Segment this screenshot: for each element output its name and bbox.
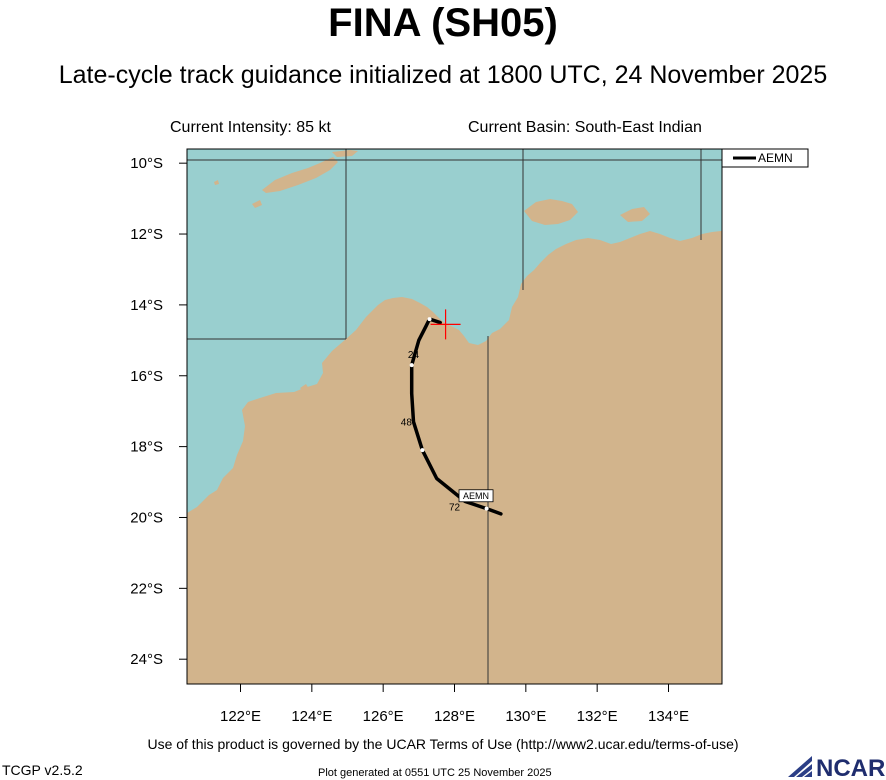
lon-tick-label: 126°E [363,708,404,725]
current-basin: Current Basin: South-East Indian [468,119,702,136]
tiwi-islands [524,199,578,225]
track-marker [420,448,425,453]
lat-tick-label: 20°S [130,509,163,526]
lon-tick-label: 128°E [434,708,475,725]
axis-ticks: 122°E 124°E 126°E 128°E 130°E 132°E 134°E 10°S 1… [130,155,689,725]
lat-tick-label: 22°S [130,580,163,597]
lat-tick-label: 14°S [130,297,163,314]
terms-of-use: Use of this product is governed by the U… [147,736,739,752]
lat-tick-label: 10°S [130,155,163,172]
rote-island [252,200,262,208]
timor-island [262,157,338,193]
track-end-label-box [458,489,494,503]
page-subtitle: Late-cycle track guidance initialized at… [58,61,828,89]
track-end-label: AEMN [463,491,489,501]
lat-tick-label: 18°S [130,439,163,456]
track-map: 122°E 124°E 126°E 128°E 130°E 132°E 134°E 10°S 1… [130,148,809,725]
lat-tick-label: 24°S [130,651,163,668]
lat-tick-label: 16°S [130,368,163,385]
lon-tick-label: 130°E [505,708,546,725]
legend: AEMN [721,148,809,168]
kimberley-islands [286,384,309,404]
track-marker [409,363,414,368]
tau-label: 72 [449,502,461,513]
tau-label: 24 [408,350,420,361]
page-title: FINA (SH05) [328,1,558,45]
track-marker [427,317,432,322]
generated-time: Plot generated at 0551 UTC 25 November 2… [318,767,552,779]
lon-tick-label: 134°E [648,708,689,725]
australia-landmass [187,230,722,684]
track-line-aemn [409,317,503,516]
ncar-logo-text: NCAR [816,755,885,780]
lon-tick-label: 132°E [577,708,618,725]
track-marker [484,506,489,511]
current-intensity: Current Intensity: 85 kt [170,119,331,136]
legend-box [721,148,809,168]
tau-label: 48 [401,417,413,428]
lat-tick-label: 12°S [130,226,163,243]
cobourg-peninsula [620,207,650,222]
ashmore-reef [214,180,219,185]
legend-label: AEMN [758,151,793,165]
ncar-logo: NCAR [788,755,885,780]
map-frame [186,148,723,685]
version-label: TCGP v2.5.2 [2,762,83,778]
wetar-island [332,150,358,157]
lon-tick-label: 124°E [291,708,332,725]
lon-tick-label: 122°E [220,708,261,725]
